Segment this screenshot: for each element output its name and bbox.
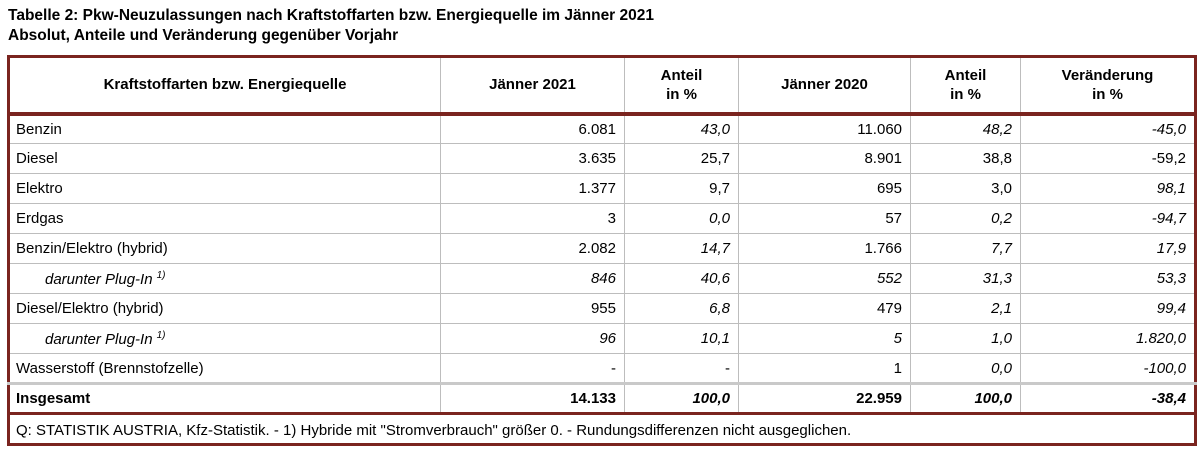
source-note: Q: STATISTIK AUSTRIA, Kfz-Statistik. - 1…	[8, 412, 1196, 445]
value-cell: 1,0	[910, 323, 1021, 354]
value-cell: 100,0	[910, 382, 1021, 414]
value-cell: 57	[738, 203, 911, 234]
table-row: darunter Plug-In 1) 96 10,1 5 1,0 1.820,0	[8, 323, 1196, 354]
row-label: Wasserstoff (Brennstofzelle)	[8, 353, 441, 384]
value-cell: 14,7	[624, 233, 739, 264]
value-cell: 6.081	[440, 113, 625, 144]
col-header-jaenner-2021: Jänner 2021	[440, 56, 625, 116]
value-cell: 846	[440, 263, 625, 294]
footnote-ref: 1)	[156, 329, 166, 341]
table-row: Benzin 6.081 43,0 11.060 48,2 -45,0	[8, 113, 1196, 144]
col-header-anteil-2020: Anteil in %	[910, 56, 1021, 116]
value-cell: 14.133	[440, 382, 625, 414]
source-row: Q: STATISTIK AUSTRIA, Kfz-Statistik. - 1…	[8, 412, 1196, 445]
value-cell: 10,1	[624, 323, 739, 354]
value-cell: 1.766	[738, 233, 911, 264]
value-cell: 3.635	[440, 143, 625, 174]
col-header-anteil-2021: Anteil in %	[624, 56, 739, 116]
table-row: Diesel 3.635 25,7 8.901 38,8 -59,2	[8, 143, 1196, 174]
value-cell: 8.901	[738, 143, 911, 174]
value-cell: 9,7	[624, 173, 739, 204]
table-row: Benzin/Elektro (hybrid) 2.082 14,7 1.766 7,7…	[8, 233, 1196, 264]
value-cell: 96	[440, 323, 625, 354]
col-header-jaenner-2020: Jänner 2020	[738, 56, 911, 116]
col-header-category-label: Kraftstoffarten bzw. Energiequelle	[103, 76, 347, 94]
row-label: Diesel/Elektro (hybrid)	[8, 293, 441, 324]
table-row: darunter Plug-In 1) 846 40,6 552 31,3 53,3	[8, 263, 1196, 294]
value-cell: 1.377	[440, 173, 625, 204]
value-cell: 31,3	[910, 263, 1021, 294]
row-label: Benzin/Elektro (hybrid)	[8, 233, 441, 264]
row-label: darunter Plug-In 1)	[8, 263, 441, 294]
value-cell: 17,9	[1020, 233, 1196, 264]
col-header-anteil-2021-sub: in %	[666, 85, 697, 103]
row-label: Diesel	[8, 143, 441, 174]
value-cell: 1	[738, 353, 911, 384]
title-line1: Tabelle 2: Pkw-Neuzulassungen nach Kraft…	[8, 7, 655, 24]
table-row: Erdgas 3 0,0 57 0,2 -94,7	[8, 203, 1196, 234]
col-header-anteil-2020-sub: in %	[950, 85, 981, 103]
value-cell: 0,2	[910, 203, 1021, 234]
value-cell: 3,0	[910, 173, 1021, 204]
table-row: Elektro 1.377 9,7 695 3,0 98,1	[8, 173, 1196, 204]
value-cell: -	[624, 353, 739, 384]
value-cell: 955	[440, 293, 625, 324]
col-header-veraenderung-sub: in %	[1092, 85, 1123, 103]
value-cell: 5	[738, 323, 911, 354]
value-cell: -45,0	[1020, 113, 1196, 144]
row-label: Insgesamt	[8, 382, 441, 414]
value-cell: 695	[738, 173, 911, 204]
row-label: Erdgas	[8, 203, 441, 234]
col-header-anteil-2020-label: Anteil	[944, 66, 987, 84]
value-cell: 552	[738, 263, 911, 294]
col-header-veraenderung-label: Veränderung	[1061, 66, 1154, 84]
value-cell: 2,1	[910, 293, 1021, 324]
value-cell: 3	[440, 203, 625, 234]
value-cell: 48,2	[910, 113, 1021, 144]
row-label: darunter Plug-In 1)	[8, 323, 441, 354]
col-header-category: Kraftstoffarten bzw. Energiequelle	[8, 56, 441, 116]
col-header-jaenner-2020-label: Jänner 2020	[781, 76, 868, 94]
table-row: Diesel/Elektro (hybrid) 955 6,8 479 2,1 99,4	[8, 293, 1196, 324]
footnote-ref: 1)	[156, 269, 166, 281]
title-line2: Absolut, Anteile und Veränderung gegenüb…	[8, 27, 399, 44]
statistics-table: Kraftstoffarten bzw. Energiequelle Jänne…	[7, 55, 1197, 446]
value-cell: 38,8	[910, 143, 1021, 174]
value-cell: 0,0	[624, 203, 739, 234]
value-cell: 22.959	[738, 382, 911, 414]
value-cell: -59,2	[1020, 143, 1196, 174]
value-cell: 25,7	[624, 143, 739, 174]
row-label: Elektro	[8, 173, 441, 204]
row-label: Benzin	[8, 113, 441, 144]
value-cell: 53,3	[1020, 263, 1196, 294]
value-cell: 98,1	[1020, 173, 1196, 204]
table-row: Wasserstoff (Brennstofzelle) - -1 0,0 -100,0	[8, 353, 1196, 384]
col-header-veraenderung: Veränderung in %	[1020, 56, 1196, 116]
value-cell: 0,0	[910, 353, 1021, 384]
value-cell: -	[440, 353, 625, 384]
col-header-anteil-2021-label: Anteil	[660, 66, 703, 84]
table-row: Insgesamt 14.133 100,0 22.959 100,0 -38,4	[8, 382, 1196, 414]
value-cell: 7,7	[910, 233, 1021, 264]
value-cell: 100,0	[624, 382, 739, 414]
header-row: Kraftstoffarten bzw. Energiequelle Jänne…	[8, 56, 1196, 116]
table-title: Tabelle 2: Pkw-Neuzulassungen nach Kraft…	[8, 6, 1200, 46]
col-header-jaenner-2021-label: Jänner 2021	[489, 76, 576, 94]
value-cell: 2.082	[440, 233, 625, 264]
value-cell: 11.060	[738, 113, 911, 144]
value-cell: 99,4	[1020, 293, 1196, 324]
value-cell: 43,0	[624, 113, 739, 144]
value-cell: 6,8	[624, 293, 739, 324]
value-cell: 1.820,0	[1020, 323, 1196, 354]
value-cell: -38,4	[1020, 382, 1196, 414]
value-cell: 479	[738, 293, 911, 324]
value-cell: 40,6	[624, 263, 739, 294]
value-cell: -100,0	[1020, 353, 1196, 384]
value-cell: -94,7	[1020, 203, 1196, 234]
